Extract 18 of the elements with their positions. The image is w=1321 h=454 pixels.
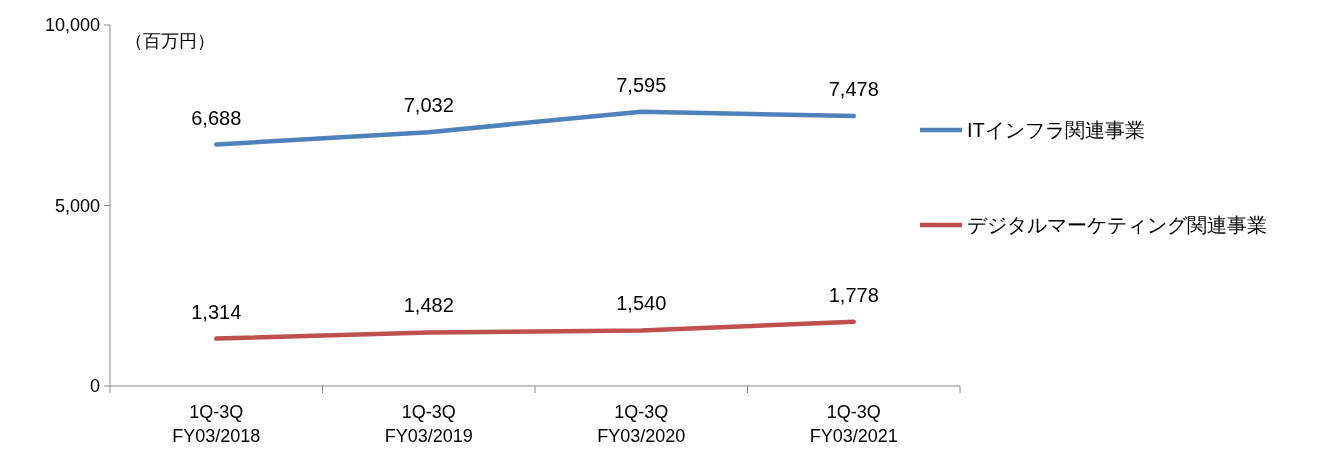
x-tick-label: 1Q-3Q FY03/2021 [809,402,898,446]
legend-label: デジタルマーケティング関連事業 [967,214,1267,236]
x-tick-label: 1Q-3Q FY03/2020 [597,402,686,446]
x-tick-label: 1Q-3Q FY03/2019 [384,402,473,446]
data-label: 7,595 [616,73,667,96]
y-tick-label: 5,000 [54,195,100,216]
y-tick-label: 10,000 [44,15,100,35]
y-tick-label: 0 [89,376,100,396]
data-label: 1,778 [828,283,879,306]
x-tick-label: 1Q-3Q FY03/2018 [172,402,261,446]
data-label: 7,478 [828,78,879,101]
data-label: 1,314 [191,300,242,323]
data-label: 1,482 [403,294,454,317]
data-label: 6,688 [191,106,242,129]
data-label: 1,540 [616,292,667,315]
data-label: 7,032 [403,94,454,117]
y-axis-title: （百万円） [125,31,215,51]
legend-label: ITインフラ関連事業 [967,119,1145,141]
